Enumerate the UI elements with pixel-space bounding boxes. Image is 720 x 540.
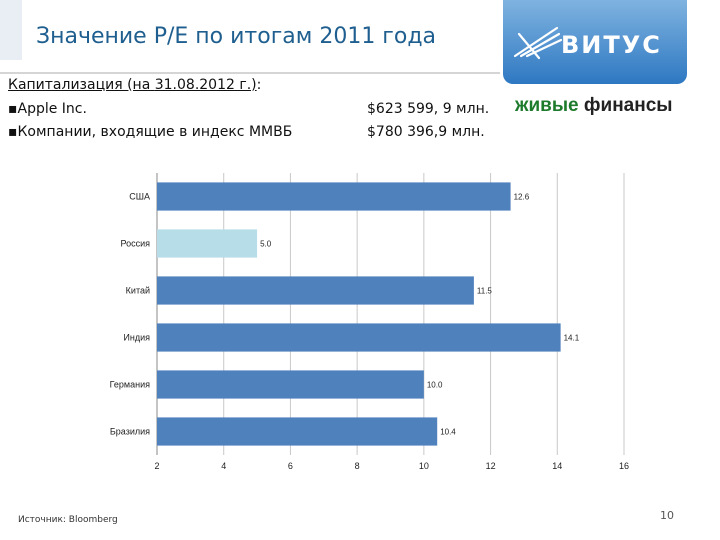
category-label: Индия bbox=[123, 333, 150, 343]
page-title: Значение P/E по итогам 2011 года bbox=[36, 24, 437, 49]
value-label: 10.4 bbox=[440, 428, 456, 437]
category-label: Германия bbox=[110, 380, 150, 390]
x-tick-label: 12 bbox=[486, 461, 496, 471]
category-label: США bbox=[129, 192, 150, 202]
value-label: 5.0 bbox=[260, 240, 272, 249]
bar-0 bbox=[157, 182, 511, 211]
x-tick-label: 10 bbox=[419, 461, 429, 471]
x-tick-label: 8 bbox=[355, 461, 360, 471]
capitalization-heading: Капитализация (на 31.08.2012 г.): bbox=[8, 77, 261, 93]
source-note: Источник: Bloomberg bbox=[18, 515, 118, 525]
x-tick-label: 2 bbox=[154, 461, 159, 471]
logo-text: ВИТУС bbox=[561, 31, 662, 59]
bar-2 bbox=[157, 276, 474, 305]
x-tick-label: 4 bbox=[221, 461, 226, 471]
bar-4 bbox=[157, 370, 424, 399]
category-label: Бразилия bbox=[110, 427, 150, 437]
value-label: 12.6 bbox=[514, 193, 530, 202]
category-label: Россия bbox=[120, 239, 150, 249]
value-label: 14.1 bbox=[564, 334, 580, 343]
bar-5 bbox=[157, 417, 438, 446]
value-label: 10.0 bbox=[427, 381, 443, 390]
title-accent bbox=[0, 0, 22, 60]
x-tick-label: 16 bbox=[619, 461, 629, 471]
brand-part1: живые bbox=[515, 95, 579, 116]
x-tick-label: 14 bbox=[552, 461, 562, 471]
cap-row-value-apple: $623 599, 9 млн. bbox=[367, 101, 490, 117]
cap-heading-prefix: Капитализация (на bbox=[8, 77, 155, 93]
bar-3 bbox=[157, 323, 561, 352]
category-label: Китай bbox=[126, 286, 150, 296]
page-number: 10 bbox=[660, 509, 674, 522]
x-tick-label: 6 bbox=[288, 461, 293, 471]
cap-row-label-apple: ▪Apple Inc. bbox=[8, 101, 87, 117]
value-label: 11.5 bbox=[477, 287, 493, 296]
company-logo: ВИТУС bbox=[503, 0, 687, 84]
cap-row-value-micex: $780 396,9 млн. bbox=[367, 124, 485, 140]
bar-1 bbox=[157, 229, 258, 258]
brand-part2: финансы bbox=[578, 95, 673, 116]
cap-heading-date: 31.08.2012 г.) bbox=[154, 77, 257, 93]
cap-heading-suffix: : bbox=[256, 77, 262, 93]
wings-icon bbox=[513, 26, 563, 60]
title-bar: Значение P/E по итогам 2011 года bbox=[0, 0, 500, 74]
cap-row-label-micex: ▪Компании, входящие в индекс ММВБ bbox=[8, 124, 293, 140]
brand-logo: живые финансы bbox=[515, 95, 673, 117]
